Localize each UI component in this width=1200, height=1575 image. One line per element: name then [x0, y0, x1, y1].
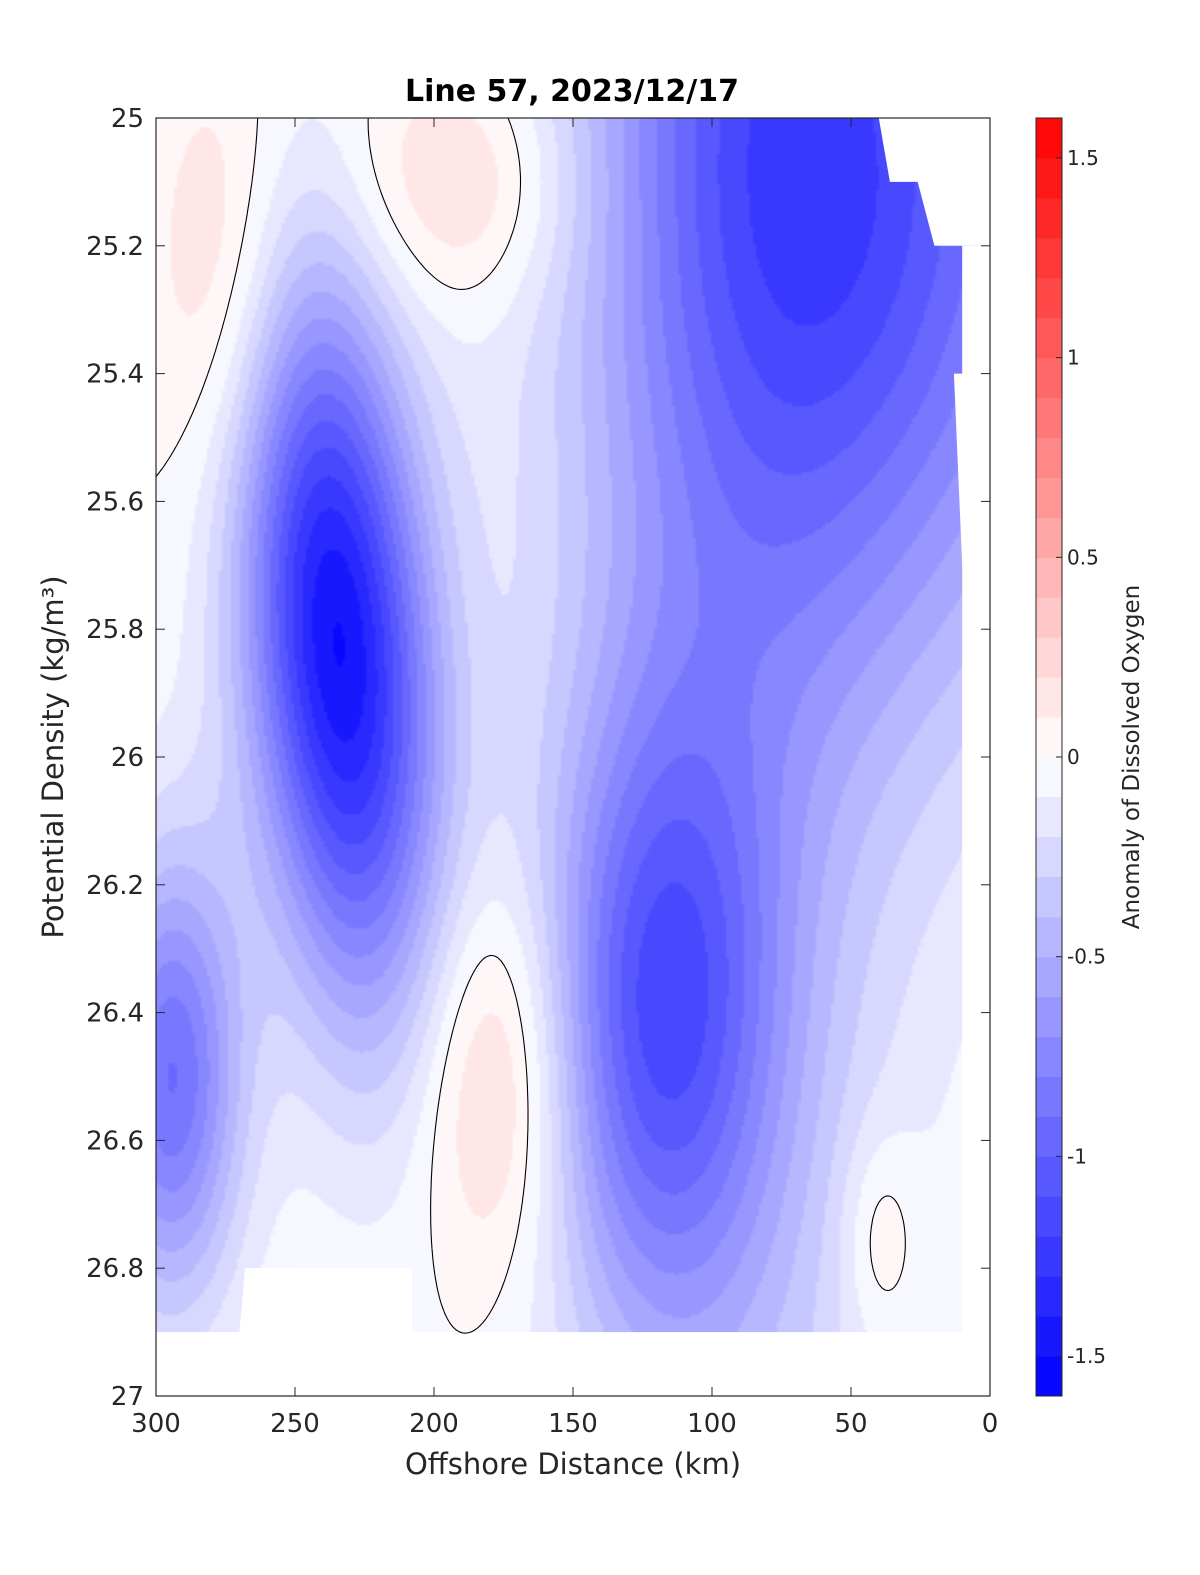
no-data-mask-bottom-step [245, 1268, 295, 1333]
y-tick-label: 26 [111, 743, 144, 773]
colorbar-tick-label: 1 [1067, 346, 1080, 370]
zero-contour-line [155, 117, 906, 1334]
colorbar-band [1036, 956, 1062, 998]
y-tick-label: 25.4 [86, 360, 144, 390]
colorbar-ticks: 1.5 1 0.5 0 -0.5 -1 -1.5 [1056, 146, 1106, 1368]
colorbar-band [1036, 437, 1062, 478]
colorbar: 1.5 1 0.5 0 -0.5 -1 -1.5 Anomaly of Dissolved … [1035, 117, 1145, 1397]
colorbar-band [1036, 996, 1062, 1038]
no-data-mask-right [953, 245, 990, 1396]
y-tick-label: 26.4 [86, 999, 144, 1029]
y-tick-label: 26.2 [86, 871, 144, 901]
colorbar-band [1036, 637, 1062, 678]
y-axis-label: Potential Density (kg/m³) [36, 575, 70, 938]
x-axis: 300 250 200 150 100 50 0 [131, 118, 998, 1439]
colorbar-band [1036, 876, 1062, 918]
colorbar-band [1036, 796, 1062, 838]
x-tick-label: 300 [131, 1409, 181, 1439]
colorbar-band [1036, 118, 1062, 159]
x-tick-label: 150 [548, 1409, 598, 1439]
colorbar-band [1036, 1036, 1062, 1077]
colorbar-band [1036, 357, 1062, 399]
colorbar-band [1036, 717, 1062, 758]
colorbar-label: Anomaly of Dissolved Oxygen [1119, 585, 1145, 930]
zero-contours [155, 117, 906, 1334]
colorbar-band [1036, 1076, 1062, 1117]
colorbar-band [1036, 317, 1062, 359]
colorbar-band [1036, 916, 1062, 958]
colorbar-tick-label: -0.5 [1067, 945, 1106, 969]
colorbar-band [1036, 597, 1062, 638]
y-tick-label: 25 [111, 104, 144, 134]
no-data-masks [156, 118, 990, 1396]
x-tick-label: 50 [834, 1409, 867, 1439]
no-data-mask-bottom [156, 1268, 990, 1396]
y-tick-label: 25.2 [86, 232, 144, 262]
plot-area: 300 250 200 150 100 50 0 2525.225.425.625.8262… [86, 104, 998, 1439]
colorbar-band [1036, 1316, 1062, 1357]
colorbar-band [1036, 557, 1062, 598]
y-tick-label: 27 [111, 1382, 144, 1412]
colorbar-band [1036, 1156, 1062, 1197]
colorbar-band [1036, 1276, 1062, 1317]
x-tick-label: 100 [687, 1409, 737, 1439]
y-tick-label: 25.8 [86, 615, 144, 645]
colorbar-tick-label: -1.5 [1067, 1344, 1106, 1368]
x-axis-label: Offshore Distance (km) [405, 1447, 741, 1481]
y-axis: 25 25.2 25.4 25.6 25.8 26 26.2 26.4 26.6 26.8 27 [86, 104, 990, 1412]
anomaly-field [156, 118, 990, 1396]
colorbar-band [1036, 1356, 1062, 1397]
y-tick-label: 25.6 [86, 487, 144, 517]
colorbar-band [1036, 1116, 1062, 1157]
x-tick-label: 250 [270, 1409, 320, 1439]
colorbar-band [1036, 1196, 1062, 1237]
colorbar-band [1036, 157, 1062, 199]
colorbar-band [1036, 677, 1062, 718]
x-tick-label: 200 [409, 1409, 459, 1439]
colorbar-tick-label: 0 [1067, 745, 1080, 769]
y-tick-label: 26.8 [86, 1254, 144, 1284]
colorbar-band [1036, 836, 1062, 878]
y-tick-label: 26.6 [86, 1126, 144, 1156]
chart-title: Line 57, 2023/12/17 [405, 74, 739, 109]
colorbar-band [1036, 757, 1062, 798]
colorbar-band [1036, 237, 1062, 279]
colorbar-band [1036, 477, 1062, 518]
colorbar-tick-label: -1 [1067, 1144, 1087, 1168]
x-tick-label: 0 [982, 1409, 999, 1439]
no-data-mask-top-right [878, 118, 990, 246]
colorbar-band [1036, 1236, 1062, 1277]
colorbar-band [1036, 397, 1062, 438]
colorbar-tick-label: 1.5 [1067, 146, 1099, 170]
colorbar-band [1036, 197, 1062, 239]
colorbar-band [1036, 277, 1062, 319]
colorbar-band [1036, 517, 1062, 558]
colorbar-tick-label: 0.5 [1067, 545, 1099, 569]
colorbar-bands [1036, 117, 1062, 1397]
